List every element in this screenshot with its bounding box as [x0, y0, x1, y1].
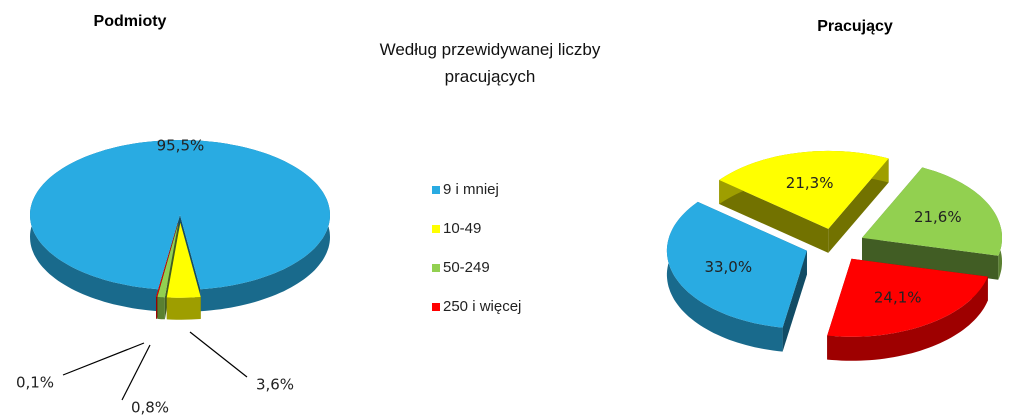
legend-label: 250 i więcej [443, 298, 521, 315]
legend-label: 9 i mniej [443, 181, 499, 198]
slice [666, 201, 807, 328]
slice-side [719, 180, 829, 253]
chart-title: Pracujący [817, 18, 893, 35]
leader-line [189, 331, 248, 378]
slice [157, 222, 179, 298]
slice-side [828, 158, 889, 253]
slice [862, 167, 1002, 256]
data-label: 0,1% [16, 374, 54, 392]
slice-side [156, 296, 157, 319]
slice-side [827, 276, 988, 361]
legend-swatch [432, 303, 440, 311]
slice-side [166, 297, 201, 320]
slice-side [157, 296, 165, 320]
legend-swatch [432, 264, 440, 272]
slice [30, 140, 330, 290]
data-label: 95,5% [157, 136, 205, 154]
data-label: 0,8% [131, 399, 169, 417]
chart-title: Podmioty [94, 13, 167, 30]
slice [166, 222, 201, 298]
slice-side [666, 201, 783, 352]
data-label: 24,1% [874, 288, 922, 306]
legend-label: 10-49 [443, 220, 481, 237]
slice [827, 258, 988, 337]
data-label: 3,6% [256, 376, 294, 394]
legend-label: 50-249 [443, 259, 490, 276]
leader-line [62, 342, 145, 376]
slice [719, 150, 889, 229]
data-label: 33,0% [704, 258, 752, 276]
data-label: 21,6% [914, 208, 962, 226]
slice-side [782, 250, 807, 352]
data-label: 21,3% [786, 174, 834, 192]
leader-line [121, 344, 151, 401]
slice-side [862, 237, 999, 280]
legend-swatch [432, 225, 440, 233]
legend-title: Według przewidywanej liczby pracujących [379, 40, 601, 86]
slice [156, 222, 178, 297]
legend-swatch [432, 186, 440, 194]
